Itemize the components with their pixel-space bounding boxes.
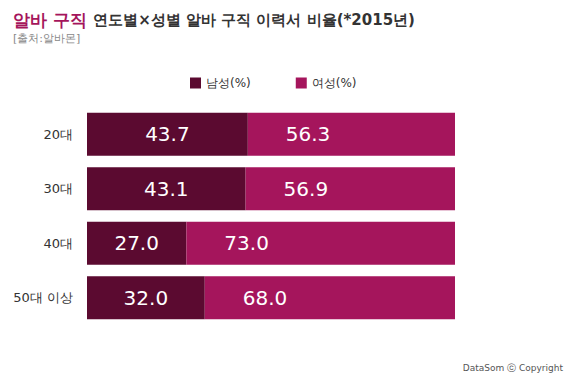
svg-text:68.0: 68.0 bbox=[243, 286, 288, 310]
svg-text:DataSom ⓒ Copyright: DataSom ⓒ Copyright bbox=[463, 363, 564, 373]
svg-text:27.0: 27.0 bbox=[114, 231, 159, 255]
svg-text:남성(%): 남성(%) bbox=[206, 76, 251, 90]
svg-text:73.0: 73.0 bbox=[224, 231, 269, 255]
svg-text:32.0: 32.0 bbox=[124, 286, 169, 310]
svg-text:56.3: 56.3 bbox=[286, 122, 331, 146]
svg-text:56.9: 56.9 bbox=[284, 177, 329, 201]
svg-text:43.1: 43.1 bbox=[144, 177, 189, 201]
svg-text:50대 이상: 50대 이상 bbox=[13, 290, 73, 305]
svg-text:43.7: 43.7 bbox=[145, 122, 190, 146]
svg-text:알바 구직: 알바 구직 bbox=[13, 10, 87, 30]
svg-text:연도별×성별 알바 구직 이력서 비율(*2015년): 연도별×성별 알바 구직 이력서 비율(*2015년) bbox=[93, 11, 415, 29]
svg-text:20대: 20대 bbox=[43, 127, 73, 142]
svg-text:40대: 40대 bbox=[43, 236, 73, 251]
svg-text:여성(%): 여성(%) bbox=[312, 76, 357, 90]
svg-text:[출처:알바몬]: [출처:알바몬] bbox=[13, 32, 80, 45]
svg-text:30대: 30대 bbox=[43, 181, 73, 196]
